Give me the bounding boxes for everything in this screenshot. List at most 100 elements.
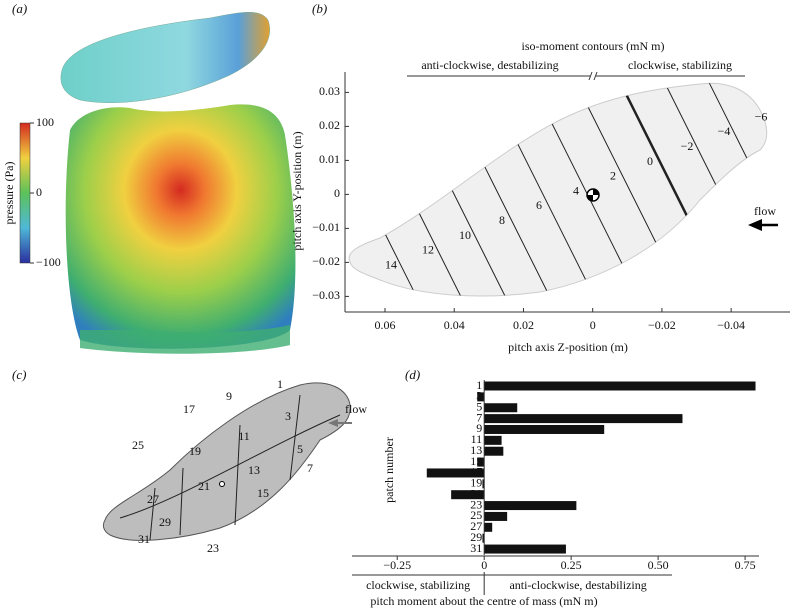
patch-label: 27 <box>147 492 159 506</box>
bar <box>484 403 518 413</box>
patch-label: 31 <box>138 532 150 546</box>
x-axis-label: pitch axis Z-position (m) <box>508 340 628 354</box>
bar <box>484 424 605 434</box>
y-tick-label: 7 <box>476 410 482 424</box>
x-tick-label: 0.25 <box>561 558 582 572</box>
annotation: flow <box>754 204 776 218</box>
patch-label: 1 <box>277 377 283 391</box>
bar <box>484 501 577 511</box>
bar <box>482 479 485 489</box>
annotation: anti-clockwise, destabilizing <box>421 58 558 72</box>
colorbar-tick-label: −100 <box>36 255 61 269</box>
y-tick-label: 13 <box>470 443 482 457</box>
bar <box>451 490 485 500</box>
bar <box>484 435 502 445</box>
x-tick-label: −0.04 <box>717 318 745 332</box>
patch-label: 9 <box>226 389 232 403</box>
y-tick-label: 1 <box>476 378 482 392</box>
y-tick-label: −0.01 <box>312 220 340 234</box>
patch-label: 13 <box>248 463 260 477</box>
x-tick-label: 0.75 <box>735 558 756 572</box>
x-tick-label: 0 <box>481 558 487 572</box>
y-tick-label: 11 <box>471 432 483 446</box>
y-tick-label: 29 <box>470 530 482 544</box>
panel-label: (c) <box>12 367 26 382</box>
x-tick-label: 0.02 <box>513 318 534 332</box>
y-tick-label: 3 <box>476 389 482 403</box>
pressure-render <box>19 12 296 354</box>
x-tick-label: −0.02 <box>648 318 676 332</box>
patch-label: 17 <box>183 402 195 416</box>
y-tick-label: 0.01 <box>319 152 340 166</box>
y-tick-label: −0.02 <box>312 254 340 268</box>
panel-label: (b) <box>312 1 327 16</box>
patch-label: 19 <box>189 444 201 458</box>
bar <box>484 446 504 456</box>
bar <box>477 392 485 402</box>
y-tick-label: 19 <box>470 476 482 490</box>
y-tick-label: 25 <box>470 508 482 522</box>
cg-marker <box>586 188 600 202</box>
bar <box>484 544 566 554</box>
x-tick-label: 0.06 <box>375 318 396 332</box>
patch-render <box>102 382 352 541</box>
y-tick-label: 27 <box>470 519 482 533</box>
annotation: clockwise, stabilizing <box>366 578 470 592</box>
contour-label: −2 <box>681 139 694 153</box>
contour-label: 0 <box>647 154 653 168</box>
patch-label: 29 <box>159 515 171 529</box>
y-tick-label: 0 <box>334 186 340 200</box>
y-axis-label: pitch axis Y-position (m) <box>290 131 304 250</box>
contour-label: 8 <box>499 213 505 227</box>
x-tick-label: 0.50 <box>648 558 669 572</box>
colorbar-title: pressure (Pa) <box>2 162 16 225</box>
contour-label: 6 <box>536 198 542 212</box>
patch-label: 3 <box>285 409 291 423</box>
y-tick-label: 31 <box>470 541 482 555</box>
annotation: clockwise, stabilizing <box>628 58 732 72</box>
y-tick-label: 0.02 <box>319 118 340 132</box>
y-tick-label: 15 <box>470 454 482 468</box>
x-tick-label: −0.25 <box>383 558 411 572</box>
bar <box>484 511 508 521</box>
contour-label: −4 <box>718 124 731 138</box>
bar <box>482 533 485 543</box>
y-tick-label: 21 <box>470 486 482 500</box>
patch-label: 23 <box>207 541 219 555</box>
flow-arrow <box>748 219 778 231</box>
y-tick-label: 17 <box>470 465 482 479</box>
contour-line <box>349 83 429 297</box>
contour-label: −6 <box>755 109 768 123</box>
bar <box>426 468 485 478</box>
y-tick-label: 5 <box>476 399 482 413</box>
patch-label: 11 <box>238 429 250 443</box>
patch-label: 15 <box>257 486 269 500</box>
bracket <box>407 71 745 81</box>
contour-label: 4 <box>573 183 579 197</box>
y-axis-label: patch number <box>382 437 396 503</box>
y-tick-label: −0.03 <box>312 288 340 302</box>
patch-label: 5 <box>297 442 303 456</box>
title: iso-moment contours (mN m) <box>522 39 665 53</box>
y-tick-label: 9 <box>476 421 482 435</box>
contour-label: 10 <box>459 228 471 242</box>
colorbar-tick-label: 0 <box>36 185 42 199</box>
y-tick-label: 0.03 <box>319 84 340 98</box>
contour-label: 14 <box>385 257 397 271</box>
colorbar-tick-label: 100 <box>36 115 54 129</box>
bar <box>484 522 493 532</box>
flow-label: flow <box>345 402 367 416</box>
patch-label: 7 <box>307 461 313 475</box>
body-outline <box>348 82 768 297</box>
bar <box>477 457 485 467</box>
panel-label: (a) <box>12 1 27 16</box>
x-tick-label: 0 <box>590 318 596 332</box>
annotation: anti-clockwise, destabilizing <box>509 578 646 592</box>
x-axis-label: pitch moment about the centre of mass (m… <box>370 594 597 608</box>
y-tick-label: 23 <box>470 497 482 511</box>
panel-label: (d) <box>405 367 420 382</box>
x-tick-label: 0.04 <box>444 318 465 332</box>
bar <box>484 381 756 391</box>
contour-label: 2 <box>610 169 616 183</box>
